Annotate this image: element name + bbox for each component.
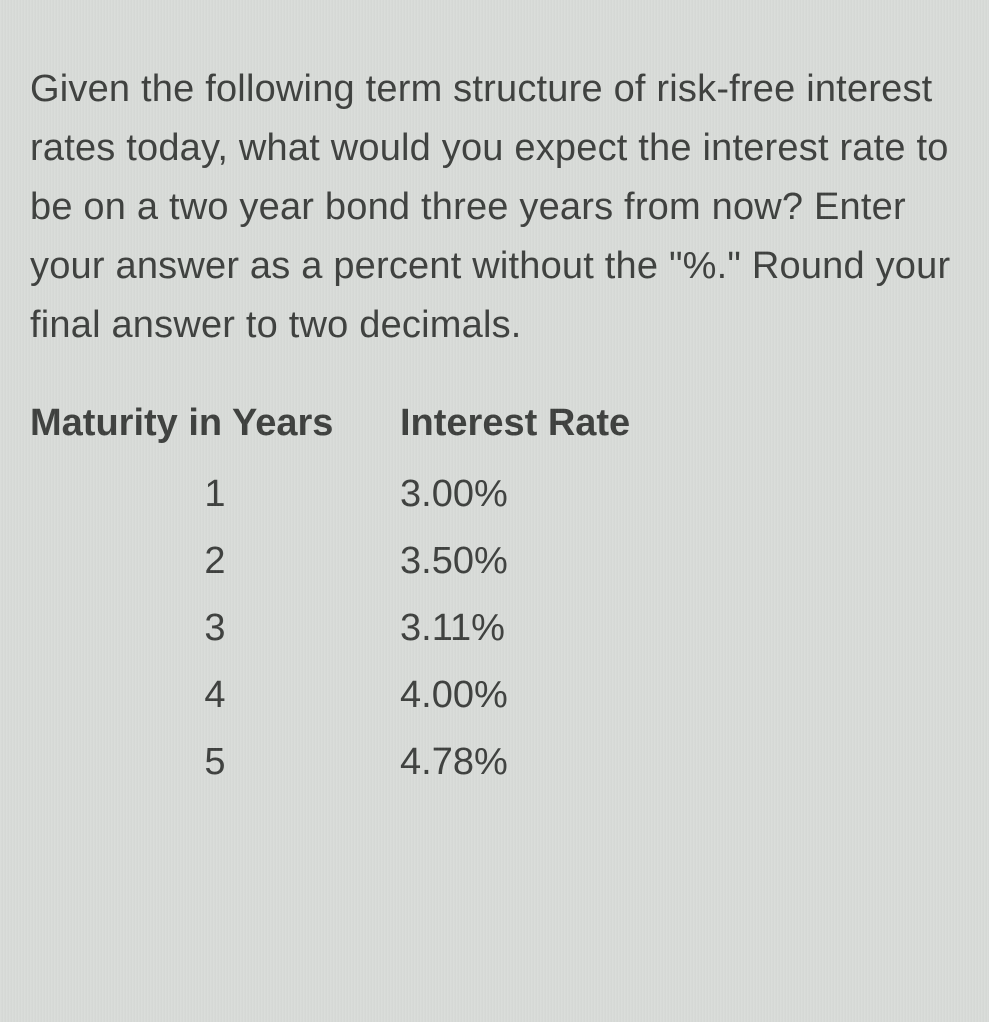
cell-maturity: 3 — [30, 599, 400, 658]
cell-rate: 4.00% — [400, 666, 720, 725]
cell-maturity: 1 — [30, 465, 400, 524]
cell-rate: 4.78% — [400, 733, 720, 792]
table-row: 2 3.50% — [30, 532, 959, 591]
header-maturity: Maturity in Years — [30, 394, 400, 453]
table-row: 1 3.00% — [30, 465, 959, 524]
cell-rate: 3.50% — [400, 532, 720, 591]
cell-rate: 3.11% — [400, 599, 720, 658]
rate-table: Maturity in Years Interest Rate 1 3.00% … — [30, 394, 959, 791]
cell-maturity: 4 — [30, 666, 400, 725]
table-row: 3 3.11% — [30, 599, 959, 658]
cell-rate: 3.00% — [400, 465, 720, 524]
cell-maturity: 5 — [30, 733, 400, 792]
cell-maturity: 2 — [30, 532, 400, 591]
header-rate: Interest Rate — [400, 394, 720, 453]
table-row: 4 4.00% — [30, 666, 959, 725]
table-row: 5 4.78% — [30, 733, 959, 792]
table-header-row: Maturity in Years Interest Rate — [30, 394, 959, 453]
question-text: Given the following term structure of ri… — [30, 60, 959, 354]
